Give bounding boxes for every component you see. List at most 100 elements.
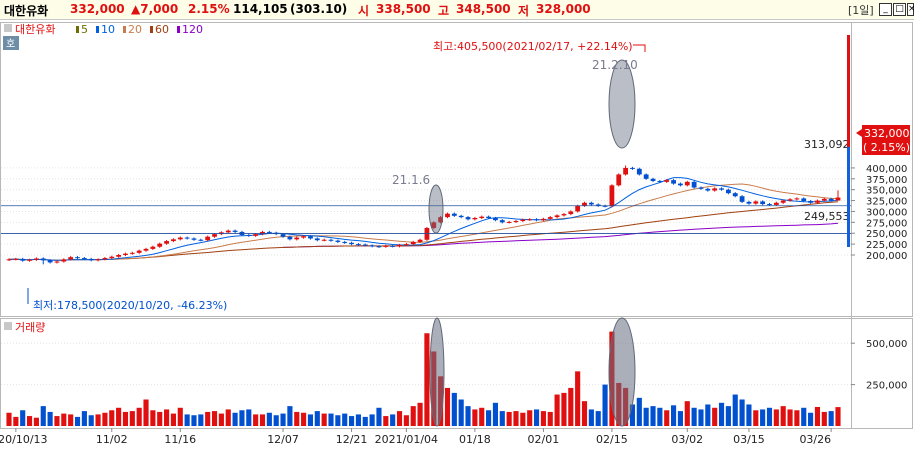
volume-bar bbox=[157, 411, 163, 426]
candle bbox=[554, 215, 560, 218]
x-tick-label: 01/18 bbox=[459, 433, 491, 446]
candle bbox=[815, 200, 820, 203]
volume-bar bbox=[47, 411, 53, 426]
ma-legend-swatch bbox=[76, 26, 79, 33]
volume-bar bbox=[705, 404, 711, 426]
volume-bar bbox=[835, 407, 841, 426]
close-button[interactable]: × bbox=[907, 3, 914, 16]
legend-swatch bbox=[4, 24, 12, 32]
candle bbox=[520, 219, 526, 222]
candle bbox=[287, 236, 293, 240]
x-tick-label: 12/07 bbox=[267, 433, 299, 446]
volume-tick-label: 250,000 bbox=[866, 381, 907, 392]
volume-bar bbox=[513, 411, 519, 426]
volume-bar bbox=[533, 409, 540, 426]
indicator-icon[interactable] bbox=[3, 36, 19, 50]
candle bbox=[88, 258, 94, 261]
volume-bar bbox=[321, 413, 327, 426]
candle bbox=[68, 257, 74, 260]
x-tick-label: 11/02 bbox=[96, 433, 128, 446]
candle bbox=[335, 240, 341, 242]
volume-bar bbox=[588, 409, 594, 426]
candle bbox=[116, 255, 122, 257]
volume-bar bbox=[143, 399, 149, 426]
candle bbox=[362, 244, 368, 246]
candle bbox=[547, 217, 553, 219]
candle bbox=[171, 239, 176, 242]
candle bbox=[260, 231, 265, 235]
volume-bar bbox=[472, 409, 478, 426]
volume-bar bbox=[122, 411, 129, 426]
ma-legend-label: 120 bbox=[182, 23, 203, 36]
candle bbox=[280, 234, 286, 237]
candle bbox=[410, 241, 416, 245]
volume-bar bbox=[595, 411, 601, 426]
candle bbox=[705, 188, 711, 191]
ma-legend-swatch bbox=[96, 26, 99, 33]
volume-bar bbox=[499, 411, 505, 426]
candle bbox=[732, 193, 738, 197]
price-tick-label: 350,000 bbox=[866, 186, 907, 197]
candle bbox=[445, 213, 450, 218]
volume-bar bbox=[527, 410, 533, 426]
candle bbox=[143, 248, 149, 251]
volume-bar bbox=[369, 414, 375, 426]
volume-bar bbox=[40, 406, 46, 426]
volume-bar bbox=[136, 407, 142, 426]
candle bbox=[636, 168, 642, 175]
volume-bar bbox=[301, 412, 307, 426]
volume-bar bbox=[33, 417, 39, 426]
ma-legend-label: 10 bbox=[101, 23, 115, 36]
volume-bar bbox=[554, 394, 560, 426]
candle bbox=[191, 238, 197, 240]
volume-bar bbox=[88, 415, 94, 426]
candle bbox=[506, 221, 512, 223]
price-tick-label: 325,000 bbox=[866, 197, 907, 208]
volume-bar bbox=[629, 404, 636, 426]
candle bbox=[561, 214, 567, 216]
ma-legend-label: 60 bbox=[155, 23, 169, 36]
x-tick-label: 2021/01/04 bbox=[375, 433, 438, 446]
maximize-button[interactable]: □ bbox=[893, 3, 906, 16]
candle bbox=[739, 196, 745, 202]
volume-bar bbox=[698, 409, 704, 426]
stock-header: 대한유화 332,000 ▲7,000 2.15% 114,105 (303.1… bbox=[0, 0, 914, 20]
current-price-label: 332,000 bbox=[864, 127, 910, 140]
volume-bar bbox=[266, 412, 272, 426]
volume-bar bbox=[828, 411, 834, 426]
candle bbox=[650, 178, 656, 181]
volume-bar bbox=[335, 415, 341, 426]
volume-bar bbox=[253, 414, 259, 426]
candle bbox=[54, 261, 60, 263]
candle bbox=[499, 220, 505, 223]
stock-name[interactable]: 대한유화 bbox=[4, 4, 49, 18]
open-label: 시 bbox=[358, 4, 370, 18]
candle bbox=[753, 201, 759, 204]
price-tick-label: 300,000 bbox=[866, 207, 907, 218]
candle bbox=[205, 236, 211, 241]
volume-bar bbox=[581, 401, 588, 426]
candle bbox=[493, 217, 498, 221]
candle bbox=[397, 244, 402, 247]
minimize-button[interactable]: _ bbox=[879, 3, 892, 16]
candle bbox=[417, 239, 423, 242]
volume-bar bbox=[547, 411, 553, 426]
period-selector[interactable]: [1일] bbox=[848, 4, 874, 17]
current-price: 332,000 bbox=[70, 2, 125, 16]
candle bbox=[486, 216, 491, 218]
volume-bar bbox=[691, 407, 697, 426]
candle bbox=[630, 167, 635, 169]
highlight-ellipse bbox=[608, 59, 636, 149]
volume-title: 거래량 bbox=[15, 321, 45, 334]
stock-chart[interactable]: 대한유화 5 10 20 60 120 호 최고:405,500(2021/02/17,… bbox=[0, 20, 914, 451]
candle bbox=[225, 230, 231, 233]
volume-bar bbox=[650, 406, 656, 426]
volume-bar bbox=[410, 406, 416, 426]
right-down-bar bbox=[847, 147, 850, 247]
volume-bar bbox=[458, 399, 464, 426]
volume-bar bbox=[376, 407, 382, 426]
volume-bar bbox=[671, 405, 677, 426]
volume-bar bbox=[232, 412, 238, 426]
volume-bar bbox=[383, 416, 389, 426]
price-tick-label: 275,000 bbox=[866, 218, 907, 229]
